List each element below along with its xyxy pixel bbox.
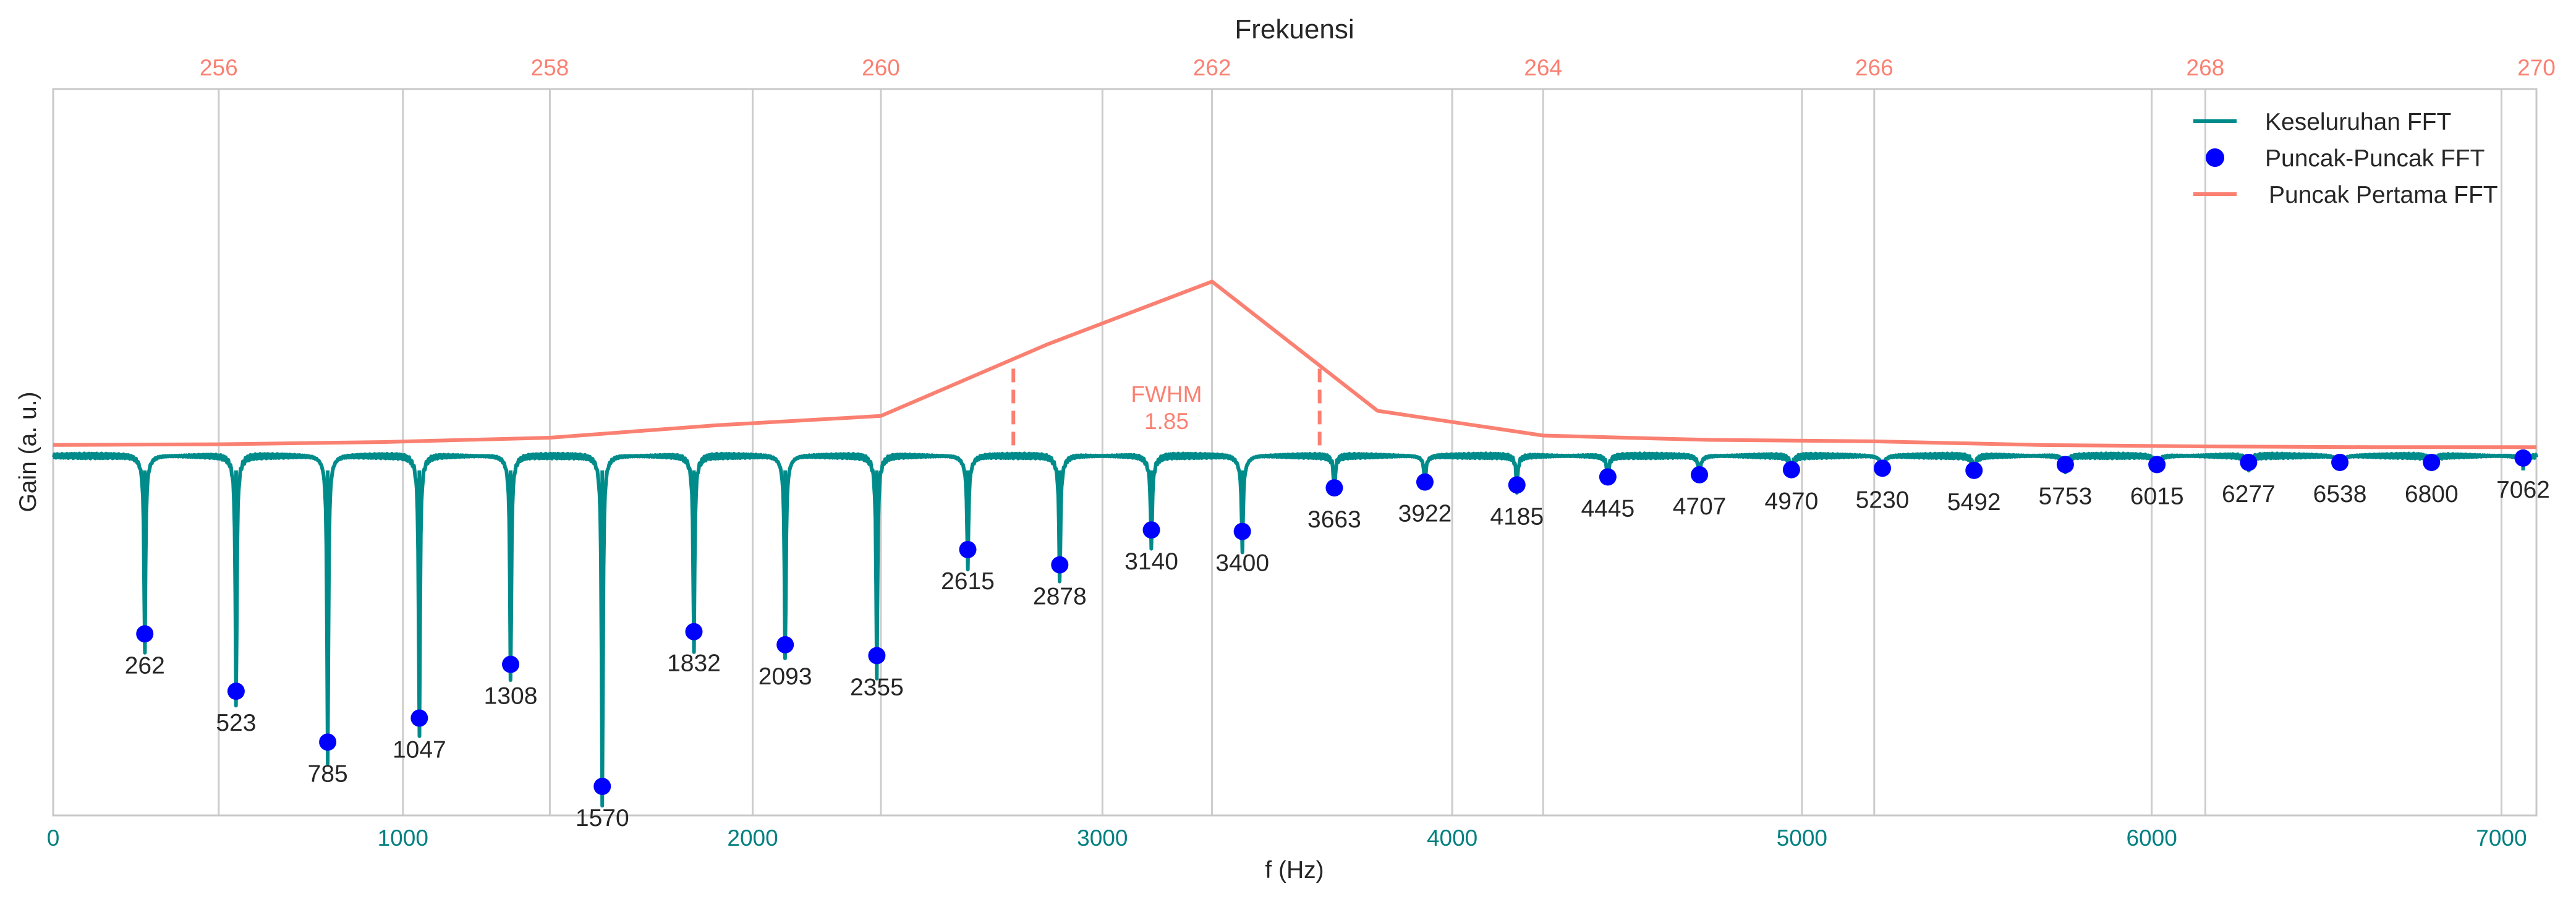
peak-label-523: 523: [216, 710, 256, 736]
top-x-tick-label-266: 266: [1855, 55, 1894, 80]
peak-label-262: 262: [125, 652, 165, 679]
top-x-tick-label-260: 260: [862, 55, 900, 80]
peak-marker-3663: [1325, 479, 1343, 497]
legend-peaks-label: Puncak-Puncak FFT: [2265, 145, 2485, 172]
top-x-tick-label-258: 258: [531, 55, 569, 80]
x-tick-label-6000: 6000: [2126, 825, 2177, 851]
fwhm-value: 1.85: [1144, 409, 1189, 434]
peak-marker-3400: [1233, 522, 1251, 540]
peak-marker-7062: [2514, 449, 2532, 467]
peak-marker-1832: [685, 623, 703, 640]
peak-marker-1047: [410, 709, 428, 727]
peak-label-2093: 2093: [759, 663, 812, 690]
fwhm-label: FWHM: [1131, 381, 1202, 407]
peak-label-1047: 1047: [393, 737, 446, 764]
peak-markers: 262 523 785 1047 1308 1570 1832 2093 2355 2615 287…: [125, 449, 2550, 832]
peak-marker-3140: [1142, 521, 1160, 539]
peak-marker-6015: [2148, 456, 2166, 474]
peak-label-6800: 6800: [2405, 481, 2459, 508]
top-x-ticks: 256 258 260 262 264 266 268 270: [200, 55, 2556, 80]
legend-first-peak-label: Puncak Pertama FFT: [2269, 182, 2498, 208]
peak-marker-4445: [1599, 468, 1617, 486]
x-tick-label-0: 0: [47, 825, 60, 851]
peak-label-785: 785: [308, 760, 348, 787]
x-tick-label-4000: 4000: [1427, 825, 1477, 851]
peak-label-4970: 4970: [1765, 488, 1819, 515]
top-x-tick-label-270: 270: [2517, 55, 2556, 80]
plot-frame: [52, 88, 2538, 817]
peak-label-3663: 3663: [1307, 506, 1361, 533]
bottom-x-ticks: 0 1000 2000 3000 4000 5000 6000 7000: [47, 825, 2527, 851]
peak-label-7062: 7062: [2496, 477, 2550, 503]
overall-fft-line: [52, 451, 2538, 808]
legend-peaks-swatch: [2206, 148, 2224, 167]
x-axis-label: f (Hz): [1265, 857, 1324, 883]
first-peak-group: [53, 279, 2536, 449]
peak-marker-2878: [1051, 556, 1069, 574]
peak-label-2615: 2615: [941, 568, 995, 595]
peak-marker-4970: [1782, 461, 1800, 479]
peak-label-4707: 4707: [1673, 493, 1727, 520]
x-tick-label-3000: 3000: [1077, 825, 1128, 851]
first-peak-line: [53, 279, 2536, 449]
peak-label-6538: 6538: [2313, 481, 2367, 508]
peak-label-3140: 3140: [1124, 548, 1178, 575]
peak-marker-5492: [1965, 461, 1983, 479]
peak-label-1308: 1308: [484, 683, 538, 710]
peak-marker-4185: [1508, 476, 1526, 494]
peak-label-1570: 1570: [576, 805, 629, 832]
peak-marker-6538: [2331, 453, 2349, 471]
peak-marker-2355: [868, 647, 886, 665]
peak-marker-785: [319, 733, 337, 751]
peak-marker-3922: [1416, 473, 1434, 491]
top-x-tick-label-262: 262: [1193, 55, 1231, 80]
peak-marker-2615: [959, 540, 977, 558]
peak-marker-5230: [1874, 459, 1892, 477]
peak-marker-4707: [1691, 466, 1709, 483]
peak-marker-262: [136, 625, 154, 643]
peak-label-5753: 5753: [2039, 483, 2093, 509]
legend-overall-fft-label: Keseluruhan FFT: [2265, 109, 2451, 135]
peak-marker-1570: [593, 778, 611, 795]
peak-label-3400: 3400: [1215, 550, 1269, 577]
peak-label-5230: 5230: [1856, 487, 1910, 513]
peak-marker-6800: [2423, 453, 2441, 471]
top-x-tick-label-264: 264: [1524, 55, 1562, 80]
peak-label-4445: 4445: [1581, 495, 1634, 522]
chart-title: Frekuensi: [1235, 14, 1354, 45]
x-tick-label-7000: 7000: [2476, 825, 2527, 851]
peak-marker-1308: [502, 655, 520, 673]
peak-label-2878: 2878: [1033, 584, 1087, 610]
peak-label-3922: 3922: [1398, 501, 1452, 527]
peak-marker-5753: [2056, 456, 2074, 474]
peak-label-1832: 1832: [667, 650, 721, 677]
y-axis-label: Gain (a. u.): [15, 391, 41, 512]
peak-marker-523: [227, 683, 245, 700]
x-tick-label-2000: 2000: [727, 825, 778, 851]
x-tick-label-5000: 5000: [1777, 825, 1827, 851]
top-x-tick-label-268: 268: [2187, 55, 2225, 80]
peak-label-4185: 4185: [1490, 503, 1544, 530]
peak-marker-2093: [776, 636, 794, 653]
peak-label-6277: 6277: [2222, 481, 2276, 508]
grid-lines: [218, 89, 2502, 815]
peak-label-6015: 6015: [2130, 483, 2184, 509]
overall-fft-group: [52, 451, 2538, 808]
x-tick-label-1000: 1000: [378, 825, 428, 851]
peak-label-5492: 5492: [1947, 489, 2001, 516]
peak-marker-6277: [2240, 453, 2258, 471]
peak-label-2355: 2355: [850, 674, 904, 701]
top-x-tick-label-256: 256: [200, 55, 238, 80]
legend: Keseluruhan FFT Puncak-Puncak FFT Puncak…: [2193, 109, 2498, 208]
